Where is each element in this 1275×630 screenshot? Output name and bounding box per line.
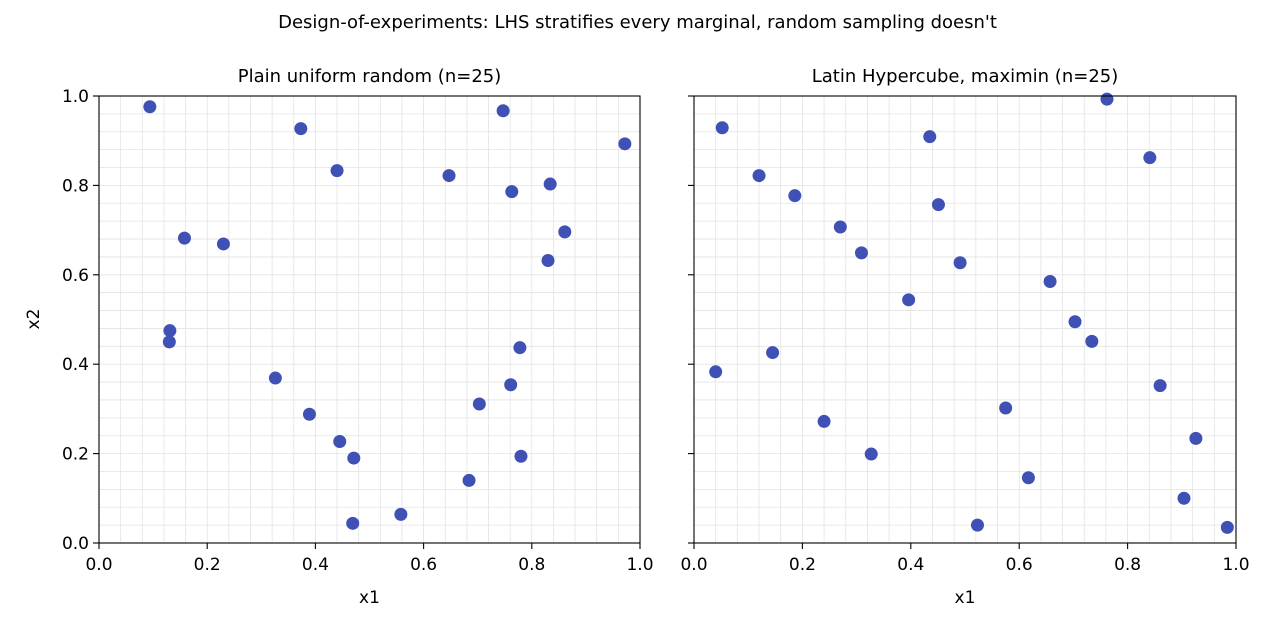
data-point [558, 225, 572, 239]
x-tick-label: 0.8 [518, 555, 545, 575]
x-tick-label: 1.0 [1222, 555, 1249, 575]
y-tick-label: 0.2 [62, 445, 89, 465]
data-point [1085, 334, 1099, 348]
data-point [1153, 379, 1167, 393]
scatter-points [709, 92, 1234, 534]
data-point [864, 447, 878, 461]
data-point [1189, 431, 1203, 445]
data-point [163, 324, 177, 338]
axis-ticks: 0.0 0.2 0.4 0.6 0.8 1.0 [680, 95, 1250, 575]
y-tick-label: 1.0 [62, 87, 89, 107]
data-point [715, 121, 729, 135]
data-point [302, 407, 316, 421]
data-point [543, 177, 557, 191]
y-tick-label: 0.0 [62, 534, 89, 554]
x-tick-label: 0.4 [302, 555, 329, 575]
panel-random: Plain uniform random (n=25) 0.0 0.2 0.4 0.6… [24, 66, 654, 608]
data-point [162, 335, 176, 349]
data-point [970, 518, 984, 532]
y-tick-label: 0.6 [62, 266, 89, 286]
data-point [817, 414, 831, 428]
data-point [505, 185, 519, 199]
data-point [346, 516, 360, 530]
y-axis-label: x2 [24, 309, 44, 330]
data-point [472, 397, 486, 411]
data-point [330, 164, 344, 178]
data-point [788, 189, 802, 203]
data-point [1100, 92, 1114, 106]
x-tick-label: 0.0 [85, 555, 112, 575]
plot-frame [693, 95, 1237, 544]
data-point [999, 401, 1013, 415]
data-point [709, 365, 723, 379]
x-axis-label: x1 [955, 588, 976, 608]
grid-lines [98, 95, 641, 544]
y-tick-label: 0.4 [62, 355, 89, 375]
panel-lhs: Latin Hypercube, maximin (n=25) 0.0 0.2 0.… [680, 66, 1249, 608]
data-point [514, 449, 528, 463]
x-tick-label: 0.8 [1114, 555, 1141, 575]
data-point [1177, 491, 1191, 505]
data-point [541, 253, 555, 267]
data-point [347, 451, 361, 465]
data-point [268, 371, 282, 385]
data-point [902, 293, 916, 307]
data-point [496, 104, 510, 118]
axis-ticks: 0.0 0.2 0.4 0.6 0.8 1.0 0.0 0.2 0.4 0.6 0.8 1.0 [62, 87, 654, 575]
data-point [1021, 471, 1035, 485]
data-point [294, 122, 308, 136]
x-tick-label: 0.2 [194, 555, 221, 575]
data-point [513, 341, 527, 355]
y-tick-label: 0.8 [62, 176, 89, 196]
data-point [394, 507, 408, 521]
data-point [923, 130, 937, 144]
grid-lines [693, 95, 1237, 544]
data-point [1143, 151, 1157, 165]
x-tick-label: 0.0 [680, 555, 707, 575]
panel-title: Plain uniform random (n=25) [238, 66, 502, 87]
data-point [931, 198, 945, 212]
x-tick-label: 1.0 [626, 555, 653, 575]
plot-frame [98, 95, 641, 544]
figure-title: Design-of-experiments: LHS stratifies ev… [278, 12, 997, 33]
scatter-points [143, 100, 632, 530]
x-tick-label: 0.2 [789, 555, 816, 575]
x-tick-label: 0.4 [897, 555, 924, 575]
data-point [143, 100, 157, 114]
data-point [618, 137, 632, 151]
x-tick-label: 0.6 [410, 555, 437, 575]
data-point [1068, 315, 1082, 329]
data-point [333, 435, 347, 449]
data-point [1043, 275, 1057, 289]
data-point [504, 378, 518, 392]
data-point [216, 237, 230, 251]
data-point [177, 231, 191, 245]
data-point [854, 246, 868, 260]
data-point [953, 256, 967, 270]
data-point [752, 169, 766, 183]
data-point [1220, 520, 1234, 534]
panel-title: Latin Hypercube, maximin (n=25) [812, 66, 1119, 87]
data-point [766, 346, 780, 360]
data-point [462, 473, 476, 487]
x-axis-label: x1 [359, 588, 380, 608]
x-tick-label: 0.6 [1006, 555, 1033, 575]
data-point [833, 220, 847, 234]
data-point [442, 169, 456, 183]
